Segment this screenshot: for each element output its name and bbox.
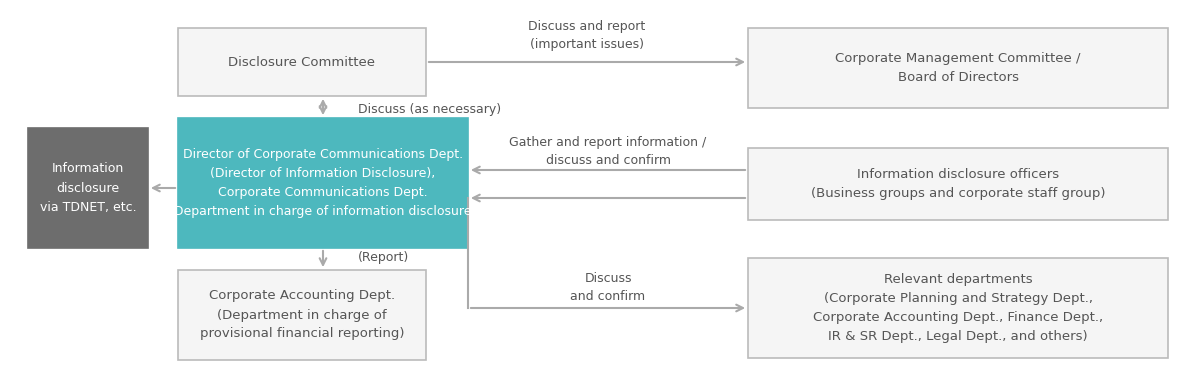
Text: Corporate Management Committee /
Board of Directors: Corporate Management Committee / Board o… xyxy=(835,52,1081,84)
FancyBboxPatch shape xyxy=(748,28,1168,108)
Text: Discuss and report
(important issues): Discuss and report (important issues) xyxy=(528,20,646,51)
Text: Corporate Accounting Dept.
(Department in charge of
provisional financial report: Corporate Accounting Dept. (Department i… xyxy=(199,290,404,340)
FancyBboxPatch shape xyxy=(178,28,426,96)
FancyBboxPatch shape xyxy=(178,118,468,248)
FancyBboxPatch shape xyxy=(178,270,426,360)
FancyBboxPatch shape xyxy=(28,128,148,248)
Text: Disclosure Committee: Disclosure Committee xyxy=(228,55,376,69)
FancyBboxPatch shape xyxy=(748,148,1168,220)
FancyBboxPatch shape xyxy=(748,258,1168,358)
Text: Relevant departments
(Corporate Planning and Strategy Dept.,
Corporate Accountin: Relevant departments (Corporate Planning… xyxy=(812,273,1103,343)
Text: Information disclosure officers
(Business groups and corporate staff group): Information disclosure officers (Busines… xyxy=(811,168,1105,200)
Text: Discuss
and confirm: Discuss and confirm xyxy=(570,272,646,303)
Text: Gather and report information /
discuss and confirm: Gather and report information / discuss … xyxy=(509,136,707,167)
Text: Discuss (as necessary): Discuss (as necessary) xyxy=(358,104,502,116)
Text: (Report): (Report) xyxy=(358,251,409,265)
Text: Director of Corporate Communications Dept.
(Director of Information Disclosure),: Director of Corporate Communications Dep… xyxy=(169,148,476,218)
Text: Information
disclosure
via TDNET, etc.: Information disclosure via TDNET, etc. xyxy=(40,162,137,213)
